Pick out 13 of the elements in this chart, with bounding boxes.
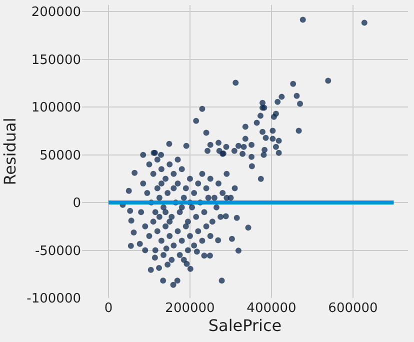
y-tick-label: 200000 — [31, 5, 81, 20]
y-tick-label: -50000 — [34, 244, 81, 259]
y-axis-title: Residual — [0, 118, 20, 186]
x-tick-label: 0 — [104, 301, 113, 316]
x-axis-title: SalePrice — [208, 316, 282, 335]
y-tick-label: 100000 — [31, 100, 81, 116]
y-tick-label: -100000 — [26, 292, 81, 307]
x-tick-label: 200000 — [165, 301, 215, 316]
x-tick-label: 400000 — [246, 301, 296, 316]
y-tick-label: 150000 — [31, 52, 81, 68]
y-tick-label: 50000 — [40, 148, 81, 164]
x-tick-label: 600000 — [328, 301, 378, 316]
y-tick-label: 0 — [72, 196, 81, 212]
